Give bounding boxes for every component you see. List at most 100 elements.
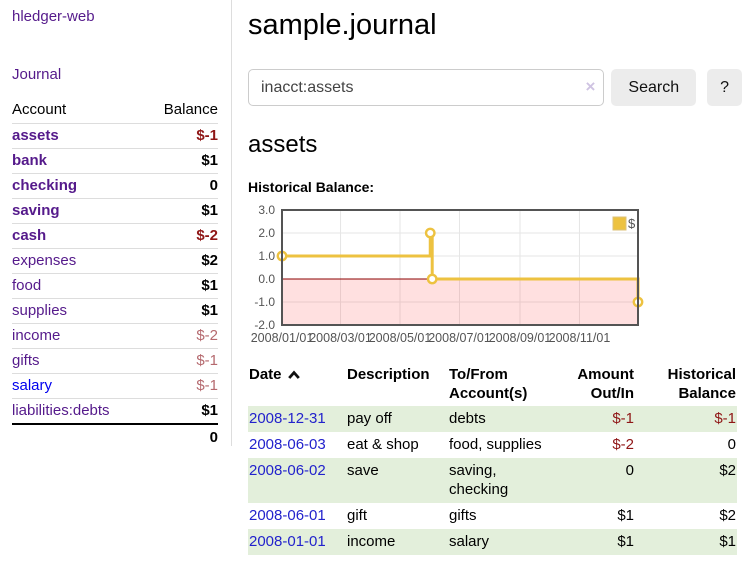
account-row: gifts $-1 [12,348,218,374]
chart-title: Historical Balance: [248,179,375,195]
register-cell-amount: $1 [617,507,634,524]
register-cell-balance: $-1 [714,410,736,427]
date-link[interactable]: 2008-06-02 [249,462,326,479]
account-heading: assets [248,131,318,158]
svg-text:2.0: 2.0 [258,226,275,240]
search-form: × Search ? [248,69,742,106]
date-link[interactable]: 2008-01-01 [249,533,326,550]
account-balance: $2 [201,252,218,269]
balance-chart: 3.0 2.0 1.0 0.0 -1.0 -2.0 2008/01/01 2008/03/01… [248,203,742,350]
svg-text:2008/09/01: 2008/09/01 [489,331,552,345]
register-cell-accounts: salary [449,533,490,550]
date-link[interactable]: 2008-12-31 [249,410,326,427]
account-link-cash[interactable]: cash [12,227,47,244]
help-button[interactable]: ? [707,69,742,106]
account-row: saving $1 [12,198,218,224]
account-balance: $-2 [196,227,218,244]
account-row: salary $-1 [12,373,218,399]
register-cell-accounts: debts [449,410,486,427]
brand-link[interactable]: hledger-web [12,8,95,25]
register-cell-balance: 0 [727,436,736,453]
register-cell-balance: $2 [719,507,736,524]
search-input[interactable] [248,69,605,106]
register-cell-description: save [347,462,379,479]
register-table: Date Description To/From Account(s) Amou… [248,362,737,555]
register-cell-description: gift [347,507,368,524]
account-balance: $-2 [196,327,218,344]
account-link-expenses[interactable]: expenses [12,252,77,269]
register-row: 2008-06-02 save saving, checking 0 $2 [248,458,737,503]
register-row: 2008-06-03 eat & shop food, supplies $-2 0 [248,432,737,458]
register-cell-description: pay off [347,410,392,427]
account-link-supplies[interactable]: supplies [12,302,68,319]
register-cell-amount: 0 [625,462,634,479]
register-cell-amount: $-1 [612,410,634,427]
account-link-checking[interactable]: checking [12,177,78,194]
sort-asc-icon [287,370,300,379]
account-link-saving[interactable]: saving [12,202,60,219]
register-header-row: Date Description To/From Account(s) Amou… [248,362,737,406]
accounts-total-value: 0 [144,423,218,450]
account-balance: $1 [201,402,218,419]
account-row: liabilities:debts $1 [12,399,218,425]
account-link-income[interactable]: income [12,327,61,344]
account-row: income $-2 [12,323,218,349]
account-link-gifts[interactable]: gifts [12,352,40,369]
account-balance: $1 [201,277,218,294]
register-cell-accounts: gifts [449,507,477,524]
register-row: 2008-06-01 gift gifts $1 $2 [248,503,737,529]
register-col-date[interactable]: Date [248,362,346,406]
register-col-balance: Historical Balance [667,366,736,402]
svg-text:-1.0: -1.0 [254,295,275,309]
svg-text:2008/01/01: 2008/01/01 [251,331,314,345]
svg-text:$: $ [628,216,636,231]
search-button[interactable]: Search [611,69,697,106]
svg-text:2008/07/01: 2008/07/01 [428,331,491,345]
register-cell-balance: $1 [719,533,736,550]
account-link-assets[interactable]: assets [12,127,59,144]
accounts-col-balance: Balance [144,98,218,124]
accounts-col-account: Account [12,98,145,124]
account-row: cash $-2 [12,223,218,249]
accounts-table: Account Balance assets $-1 bank $1 checking 0… [12,98,218,450]
register-cell-balance: $2 [719,462,736,479]
register-cell-accounts: food, supplies [449,436,542,453]
register-row: 2008-01-01 income salary $1 $1 [248,529,737,555]
account-balance: $1 [201,302,218,319]
svg-text:3.0: 3.0 [258,204,275,217]
search-input-wrap: × [248,69,605,106]
account-balance: $1 [201,152,218,169]
register-col-accounts: To/From Account(s) [449,366,528,402]
account-link-liabilities-debts[interactable]: liabilities:debts [12,402,110,419]
register-cell-accounts: saving, checking [449,462,509,498]
register-cell-description: eat & shop [347,436,419,453]
account-balance: $1 [201,202,218,219]
register-cell-amount: $-2 [612,436,634,453]
account-row: food $1 [12,273,218,299]
register-col-amount: Amount Out/In [577,366,634,402]
date-link[interactable]: 2008-06-01 [249,507,326,524]
account-balance: $-1 [196,127,218,144]
register-cell-amount: $1 [617,533,634,550]
account-balance: $-1 [196,377,218,394]
accounts-total-row: 0 [12,423,218,450]
accounts-total-spacer [12,423,145,450]
svg-text:2008/05/01: 2008/05/01 [369,331,432,345]
account-row: supplies $1 [12,298,218,324]
account-link-salary[interactable]: salary [12,377,53,394]
sidebar-item-journal[interactable]: Journal [12,66,62,83]
svg-text:2008/11/01: 2008/11/01 [549,331,611,345]
account-row: checking 0 [12,173,218,199]
account-row: bank $1 [12,148,218,174]
page-title: sample.journal [248,9,437,41]
sidebar: hledger-web Journal Account Balance asse… [0,0,232,450]
svg-text:0.0: 0.0 [258,272,275,286]
account-link-bank[interactable]: bank [12,152,48,169]
clear-icon[interactable]: × [585,77,596,96]
svg-text:2008/03/01: 2008/03/01 [309,331,372,345]
svg-text:1.0: 1.0 [258,249,275,263]
date-link[interactable]: 2008-06-03 [249,436,326,453]
main-content: sample.journal × Search ? assets Histori… [248,0,742,555]
account-link-food[interactable]: food [12,277,42,294]
account-balance: $-1 [196,352,218,369]
